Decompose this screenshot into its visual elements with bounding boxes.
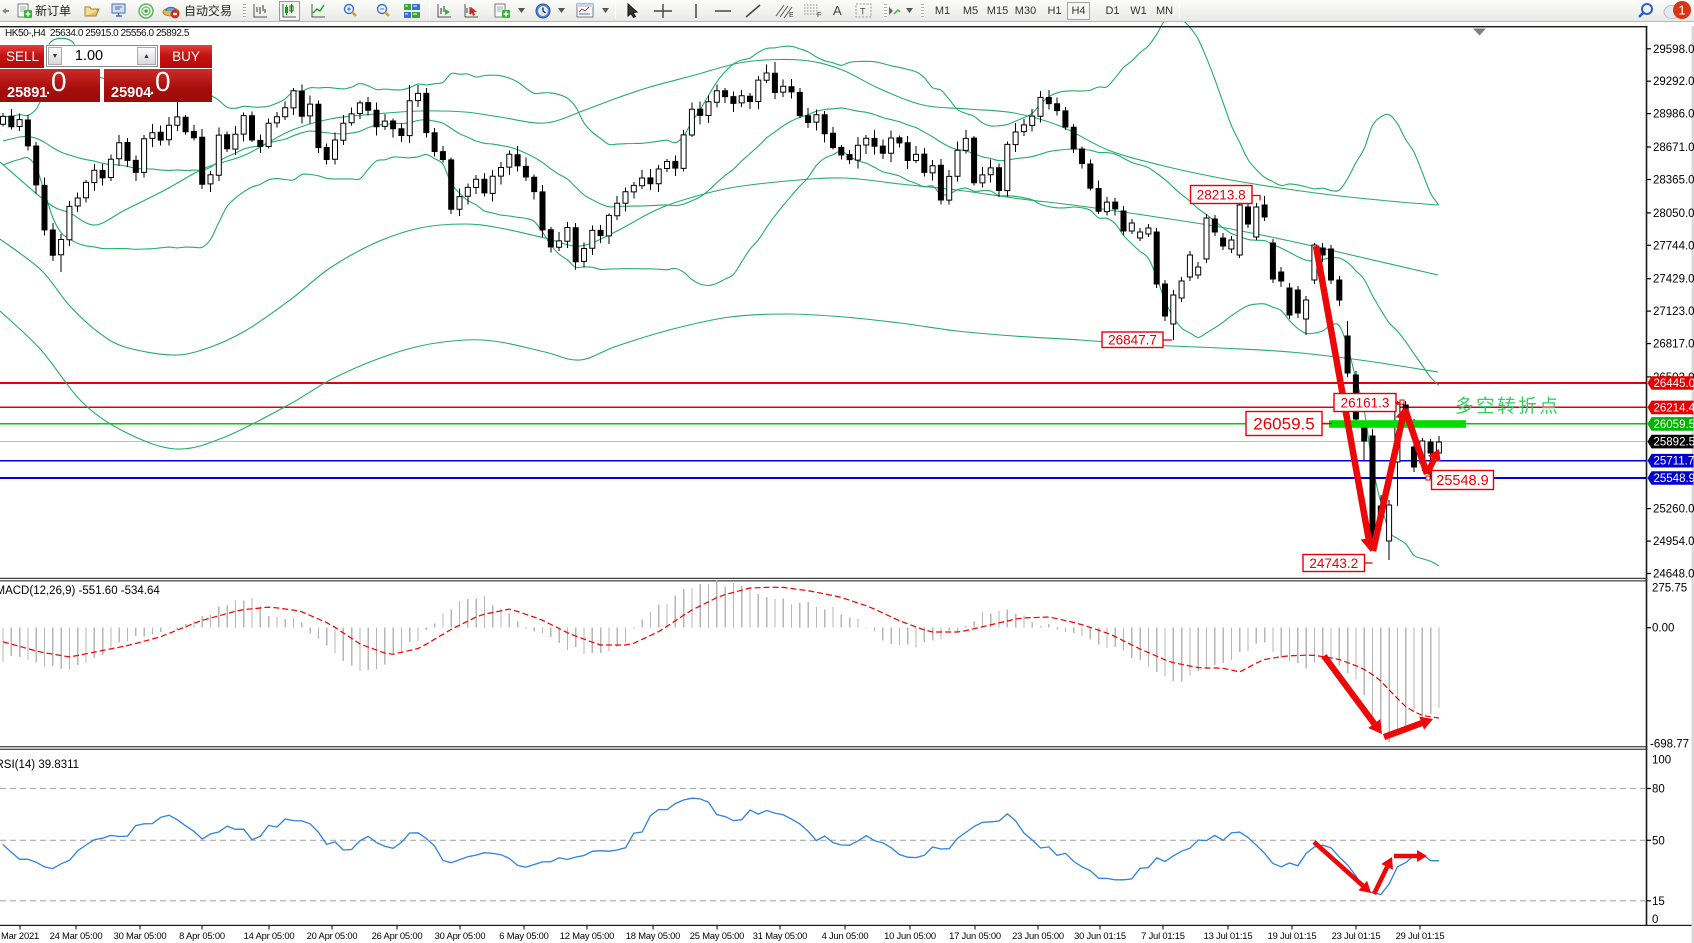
svg-text:24954.0: 24954.0 [1653, 536, 1694, 548]
svg-text:12 May 05:00: 12 May 05:00 [560, 930, 614, 941]
svg-text:26161.3: 26161.3 [1341, 395, 1390, 410]
svg-text:30 Apr 05:00: 30 Apr 05:00 [435, 930, 486, 941]
svg-text:28050.0: 28050.0 [1653, 208, 1694, 220]
svg-text:26847.7: 26847.7 [1108, 333, 1157, 348]
svg-text:25548.9: 25548.9 [1654, 473, 1694, 485]
svg-text:26445.0: 26445.0 [1654, 378, 1694, 390]
svg-text:26817.0: 26817.0 [1653, 339, 1694, 351]
svg-text:80: 80 [1652, 784, 1665, 796]
svg-text:13 Jul 01:15: 13 Jul 01:15 [1204, 930, 1253, 941]
svg-text:28213.8: 28213.8 [1197, 187, 1246, 202]
svg-text:20 Apr 05:00: 20 Apr 05:00 [307, 930, 358, 941]
svg-text:6 May 05:00: 6 May 05:00 [499, 930, 548, 941]
svg-text:30 Mar 05:00: 30 Mar 05:00 [114, 930, 167, 941]
svg-text:10 Jun 05:00: 10 Jun 05:00 [884, 930, 936, 941]
svg-text:29292.0: 29292.0 [1653, 76, 1694, 88]
svg-text:-698.77: -698.77 [1650, 739, 1689, 751]
svg-text:28365.0: 28365.0 [1653, 175, 1694, 187]
svg-text:Mar 2021: Mar 2021 [1, 930, 39, 941]
svg-text:23 Jul 01:15: 23 Jul 01:15 [1332, 930, 1381, 941]
svg-text:25711.7: 25711.7 [1654, 456, 1694, 468]
svg-text:8 Apr 05:00: 8 Apr 05:00 [179, 930, 225, 941]
svg-text:26 Apr 05:00: 26 Apr 05:00 [372, 930, 423, 941]
svg-text:28671.0: 28671.0 [1653, 142, 1694, 154]
svg-text:30 Jun 01:15: 30 Jun 01:15 [1074, 930, 1126, 941]
svg-text:50: 50 [1652, 835, 1665, 847]
svg-text:4 Jun 05:00: 4 Jun 05:00 [822, 930, 869, 941]
svg-text:15: 15 [1652, 896, 1665, 908]
svg-text:MACD(12,26,9) -551.60 -534.64: MACD(12,26,9) -551.60 -534.64 [0, 585, 160, 597]
svg-text:25260.0: 25260.0 [1653, 504, 1694, 516]
svg-text:27429.0: 27429.0 [1653, 274, 1694, 286]
svg-text:T: T [860, 7, 866, 17]
svg-text:24648.0: 24648.0 [1653, 569, 1694, 581]
svg-text:多空转折点: 多空转折点 [1455, 396, 1561, 417]
svg-text:27744.0: 27744.0 [1653, 240, 1694, 252]
svg-text:27123.0: 27123.0 [1653, 306, 1694, 318]
svg-text:RSI(14) 39.8311: RSI(14) 39.8311 [0, 759, 79, 771]
svg-text:19 Jul 01:15: 19 Jul 01:15 [1268, 930, 1317, 941]
svg-text:23 Jun 05:00: 23 Jun 05:00 [1012, 930, 1064, 941]
svg-text:31 May 05:00: 31 May 05:00 [753, 930, 807, 941]
svg-text:0: 0 [1652, 914, 1658, 926]
svg-text:24743.2: 24743.2 [1309, 556, 1358, 571]
svg-text:25548.9: 25548.9 [1436, 473, 1488, 489]
svg-text:29 Jul 01:15: 29 Jul 01:15 [1396, 930, 1445, 941]
svg-text:26059.5: 26059.5 [1654, 419, 1694, 431]
svg-text:100: 100 [1652, 755, 1671, 767]
svg-text:24 Mar 05:00: 24 Mar 05:00 [50, 930, 103, 941]
svg-text:25892.5: 25892.5 [1654, 437, 1694, 449]
svg-text:275.75: 275.75 [1652, 583, 1687, 595]
svg-text:E: E [789, 12, 794, 19]
svg-text:17 Jun 05:00: 17 Jun 05:00 [949, 930, 1001, 941]
svg-text:26059.5: 26059.5 [1253, 415, 1314, 434]
svg-text:F: F [817, 12, 821, 19]
svg-text:1: 1 [1678, 3, 1685, 18]
svg-text:14 Apr 05:00: 14 Apr 05:00 [244, 930, 295, 941]
svg-text:25 May 05:00: 25 May 05:00 [690, 930, 744, 941]
svg-text:7 Jul 01:15: 7 Jul 01:15 [1141, 930, 1185, 941]
svg-text:29598.0: 29598.0 [1653, 44, 1694, 56]
svg-text:26214.4: 26214.4 [1654, 402, 1694, 414]
svg-text:28986.0: 28986.0 [1653, 109, 1694, 121]
svg-text:18 May 05:00: 18 May 05:00 [626, 930, 680, 941]
svg-text:0.00: 0.00 [1652, 623, 1674, 635]
